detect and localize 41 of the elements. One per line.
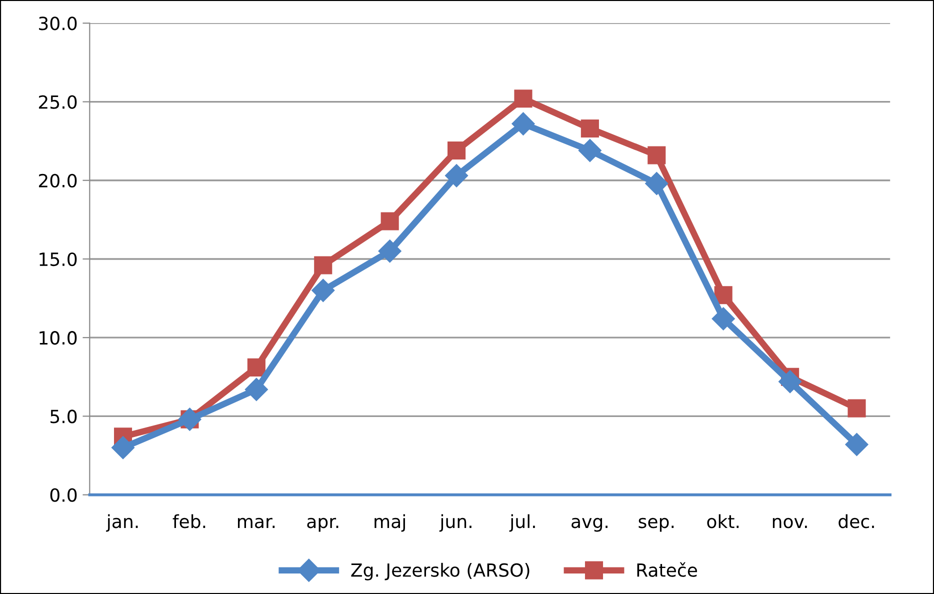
x-tick-label: maj — [374, 514, 405, 532]
point — [514, 90, 532, 108]
legend-label: Zg. Jezersko (ARSO) — [351, 562, 530, 580]
y-tick-label: 15.0 — [40, 252, 77, 266]
point — [648, 146, 666, 164]
point — [312, 278, 335, 302]
y-tick-label: 0.0 — [50, 488, 77, 502]
point — [645, 172, 668, 196]
x-tick-label: mar. — [238, 518, 275, 528]
y-tick-label: 25.0 — [38, 95, 77, 109]
legend-label: Rateče — [637, 562, 698, 577]
y-tick-label: 30.0 — [39, 16, 77, 30]
x-tick-label: sep. — [638, 518, 674, 532]
y-tick-label: 10.0 — [40, 331, 77, 345]
x-tick-label: apr. — [307, 518, 338, 532]
point — [712, 307, 735, 330]
point — [445, 164, 468, 188]
point — [778, 370, 802, 394]
point — [848, 399, 866, 418]
y-tick-label: 20.0 — [38, 174, 77, 188]
x-tick-label: jan. — [106, 514, 138, 532]
point — [244, 378, 268, 401]
point — [578, 139, 602, 162]
point — [378, 240, 402, 263]
x-tick-label: jul. — [509, 514, 535, 532]
point — [845, 432, 868, 456]
x-tick-label: jun. — [439, 514, 472, 532]
x-tick-label: feb. — [172, 514, 206, 528]
x-tick-label: dec. — [838, 514, 874, 528]
point — [247, 358, 266, 376]
point — [448, 141, 466, 160]
point — [512, 112, 535, 136]
point — [580, 119, 599, 138]
point — [714, 286, 732, 304]
point — [380, 212, 399, 230]
point — [314, 256, 332, 274]
x-tick-label: avg. — [572, 518, 608, 532]
y-tick-label: 5.0 — [50, 410, 77, 424]
point — [112, 436, 135, 460]
x-tick-label: okt. — [707, 514, 739, 528]
x-tick-label: nov. — [772, 518, 807, 528]
